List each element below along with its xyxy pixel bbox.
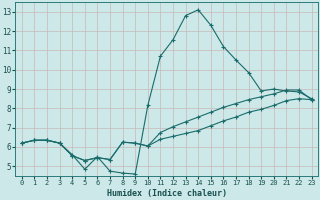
X-axis label: Humidex (Indice chaleur): Humidex (Indice chaleur) bbox=[107, 189, 227, 198]
